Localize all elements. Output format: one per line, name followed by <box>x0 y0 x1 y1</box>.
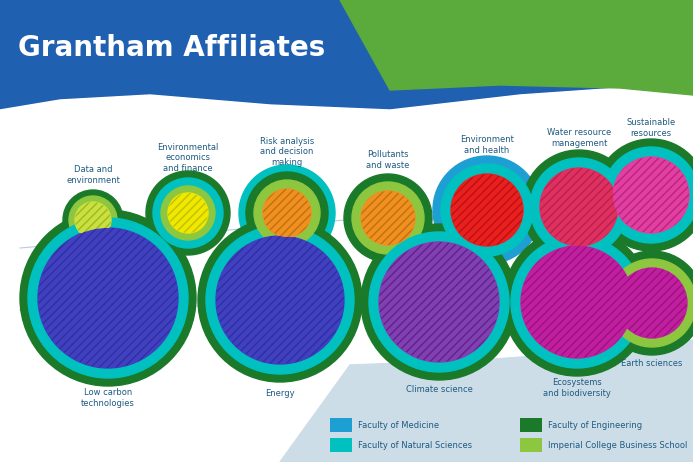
Circle shape <box>263 189 311 237</box>
Circle shape <box>361 224 517 380</box>
Circle shape <box>63 190 123 250</box>
Text: Imperial College Business School: Imperial College Business School <box>548 440 687 450</box>
Circle shape <box>433 156 541 264</box>
Circle shape <box>361 191 415 245</box>
Circle shape <box>369 232 509 372</box>
Text: Environment
and health: Environment and health <box>460 135 514 155</box>
Polygon shape <box>340 0 693 95</box>
Circle shape <box>75 202 111 238</box>
Circle shape <box>28 218 188 378</box>
Circle shape <box>69 196 117 244</box>
Circle shape <box>254 180 320 246</box>
Circle shape <box>522 150 636 264</box>
Bar <box>330 438 352 452</box>
Circle shape <box>161 186 215 240</box>
Polygon shape <box>0 88 693 462</box>
Circle shape <box>451 174 523 246</box>
Circle shape <box>608 259 693 347</box>
Bar <box>330 418 352 432</box>
Text: Climate science: Climate science <box>405 385 473 395</box>
Circle shape <box>617 268 687 338</box>
Circle shape <box>352 182 424 254</box>
Circle shape <box>511 236 643 368</box>
Circle shape <box>540 168 618 246</box>
Text: Sustainable
resources: Sustainable resources <box>626 118 676 138</box>
Circle shape <box>613 157 689 233</box>
Text: Grantham Affiliates: Grantham Affiliates <box>18 34 325 62</box>
Circle shape <box>246 172 328 254</box>
Circle shape <box>595 139 693 251</box>
Circle shape <box>441 164 533 256</box>
Circle shape <box>75 202 111 238</box>
Circle shape <box>239 165 335 261</box>
Circle shape <box>361 191 415 245</box>
Circle shape <box>521 246 633 358</box>
Circle shape <box>617 268 687 338</box>
Circle shape <box>600 251 693 355</box>
Circle shape <box>344 174 432 262</box>
Circle shape <box>216 236 344 364</box>
Text: Faculty of Natural Sciences: Faculty of Natural Sciences <box>358 440 472 450</box>
Circle shape <box>168 193 208 233</box>
Circle shape <box>168 193 208 233</box>
Text: Low carbon
technologies: Low carbon technologies <box>81 388 135 407</box>
Text: Pollutants
and waste: Pollutants and waste <box>367 150 410 170</box>
Bar <box>520 438 542 452</box>
Text: Energy: Energy <box>265 389 295 397</box>
Circle shape <box>451 174 523 246</box>
Circle shape <box>603 147 693 243</box>
Circle shape <box>263 189 311 237</box>
Circle shape <box>153 178 223 248</box>
Circle shape <box>613 157 689 233</box>
Text: Data and
environment: Data and environment <box>66 165 120 185</box>
Text: Earth sciences: Earth sciences <box>622 359 683 367</box>
Circle shape <box>20 210 196 386</box>
Circle shape <box>540 168 618 246</box>
Text: Faculty of Engineering: Faculty of Engineering <box>548 420 642 430</box>
Text: Water resource
management: Water resource management <box>547 128 611 148</box>
Circle shape <box>379 242 499 362</box>
Circle shape <box>38 228 178 368</box>
Circle shape <box>206 226 354 374</box>
Circle shape <box>216 236 344 364</box>
Circle shape <box>530 158 628 256</box>
Circle shape <box>521 246 633 358</box>
Circle shape <box>198 218 362 382</box>
Circle shape <box>503 228 651 376</box>
Polygon shape <box>280 340 693 462</box>
Bar <box>520 418 542 432</box>
Text: Environmental
economics
and finance: Environmental economics and finance <box>157 143 219 173</box>
Circle shape <box>38 228 178 368</box>
Text: Ecosystems
and biodiversity: Ecosystems and biodiversity <box>543 378 611 398</box>
Text: Faculty of Medicine: Faculty of Medicine <box>358 420 439 430</box>
Circle shape <box>146 171 230 255</box>
Circle shape <box>379 242 499 362</box>
Text: Risk analysis
and decision
making: Risk analysis and decision making <box>260 137 314 167</box>
